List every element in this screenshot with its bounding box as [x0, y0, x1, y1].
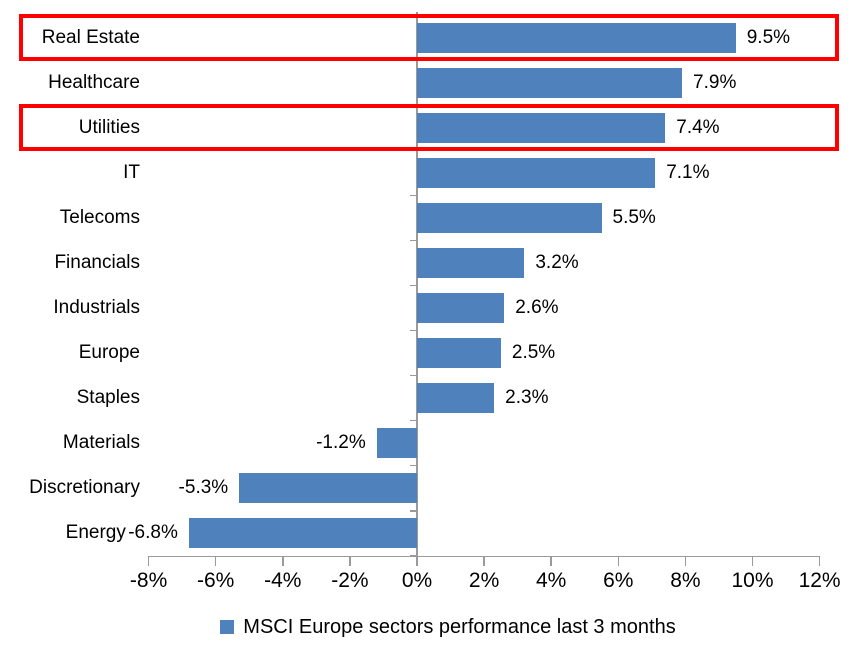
- category-label-staples: Staples: [76, 387, 140, 409]
- bar-europe: [417, 338, 501, 369]
- value-label-financials: 3.2%: [535, 251, 579, 273]
- value-label-industrials: 2.6%: [515, 296, 559, 318]
- value-label-telecoms: 5.5%: [612, 206, 656, 228]
- bar-healthcare: [417, 67, 683, 98]
- bar-discretionary: [239, 473, 417, 504]
- x-tick-label-8: 8%: [670, 568, 701, 592]
- category-label-financials: Financials: [54, 251, 140, 273]
- category-boundary-tick: [409, 194, 417, 197]
- x-tick-label-0: 0%: [401, 568, 433, 592]
- value-label-utilities: 7.4%: [676, 116, 720, 138]
- highlight-box-utilities: [19, 104, 839, 152]
- x-axis-tick: [550, 555, 552, 566]
- x-axis-tick: [349, 555, 351, 566]
- x-tick-label-6: 6%: [603, 568, 634, 592]
- category-boundary-tick: [409, 419, 417, 422]
- x-axis-tick: [282, 555, 284, 566]
- legend: MSCI Europe sectors performance last 3 m…: [22, 613, 852, 641]
- bar-it: [417, 157, 656, 188]
- category-label-industrials: Industrials: [53, 296, 140, 318]
- value-label-healthcare: 7.9%: [693, 71, 737, 93]
- x-axis-tick: [684, 555, 687, 566]
- bar-materials: [376, 428, 417, 459]
- bar-real-estate: [417, 22, 736, 53]
- bar-telecoms: [417, 202, 602, 233]
- category-label-it: IT: [123, 161, 140, 183]
- bar-financials: [417, 247, 525, 278]
- value-label-energy: -6.8%: [128, 522, 178, 544]
- bar-staples: [417, 383, 495, 414]
- category-boundary-tick: [409, 374, 417, 377]
- x-tick-label-2: 2%: [468, 568, 500, 592]
- category-label-materials: Materials: [62, 432, 140, 454]
- x-axis-tick: [416, 555, 418, 566]
- category-label-utilities: Utilities: [78, 116, 140, 138]
- x-tick-label-8: -8%: [129, 568, 168, 592]
- category-label-telecoms: Telecoms: [59, 206, 140, 228]
- x-axis-tick: [483, 555, 485, 566]
- legend-label: MSCI Europe sectors performance last 3 m…: [243, 616, 676, 638]
- category-label-europe: Europe: [78, 342, 140, 364]
- highlight-box-real-estate: [19, 14, 839, 62]
- x-axis-tick: [751, 555, 754, 566]
- x-tick-label-2: -2%: [331, 568, 369, 592]
- category-boundary-tick: [409, 329, 417, 332]
- x-axis-tick: [147, 555, 150, 566]
- bar-energy: [188, 518, 417, 549]
- category-axis-line: [416, 12, 418, 556]
- x-tick-label-4: 4%: [536, 568, 567, 592]
- x-axis-tick: [818, 555, 821, 566]
- category-boundary-tick: [409, 464, 417, 467]
- x-axis-tick: [214, 555, 217, 566]
- category-label-energy: Energy: [65, 522, 126, 544]
- value-label-materials: -1.2%: [316, 432, 366, 454]
- x-tick-label-12: 12%: [798, 568, 841, 592]
- category-label-discretionary: Discretionary: [29, 477, 140, 499]
- category-boundary-tick: [409, 284, 417, 287]
- category-label-healthcare: Healthcare: [48, 71, 140, 93]
- value-label-europe: 2.5%: [511, 342, 556, 364]
- category-boundary-tick: [409, 239, 417, 242]
- category-label-real-estate: Real Estate: [41, 26, 140, 48]
- value-label-real-estate: 9.5%: [746, 26, 791, 48]
- value-label-discretionary: -5.3%: [178, 477, 229, 499]
- x-tick-label-4: -4%: [264, 568, 302, 592]
- x-tick-label-10: 10%: [731, 568, 774, 592]
- x-axis-tick: [617, 555, 620, 566]
- x-tick-label-6: -6%: [197, 568, 235, 592]
- value-label-it: 7.1%: [666, 161, 710, 183]
- category-boundary-tick: [409, 510, 417, 512]
- bar-industrials: [417, 292, 505, 323]
- bar-utilities: [417, 112, 666, 143]
- value-label-staples: 2.3%: [505, 387, 549, 409]
- legend-swatch-icon: [220, 620, 235, 634]
